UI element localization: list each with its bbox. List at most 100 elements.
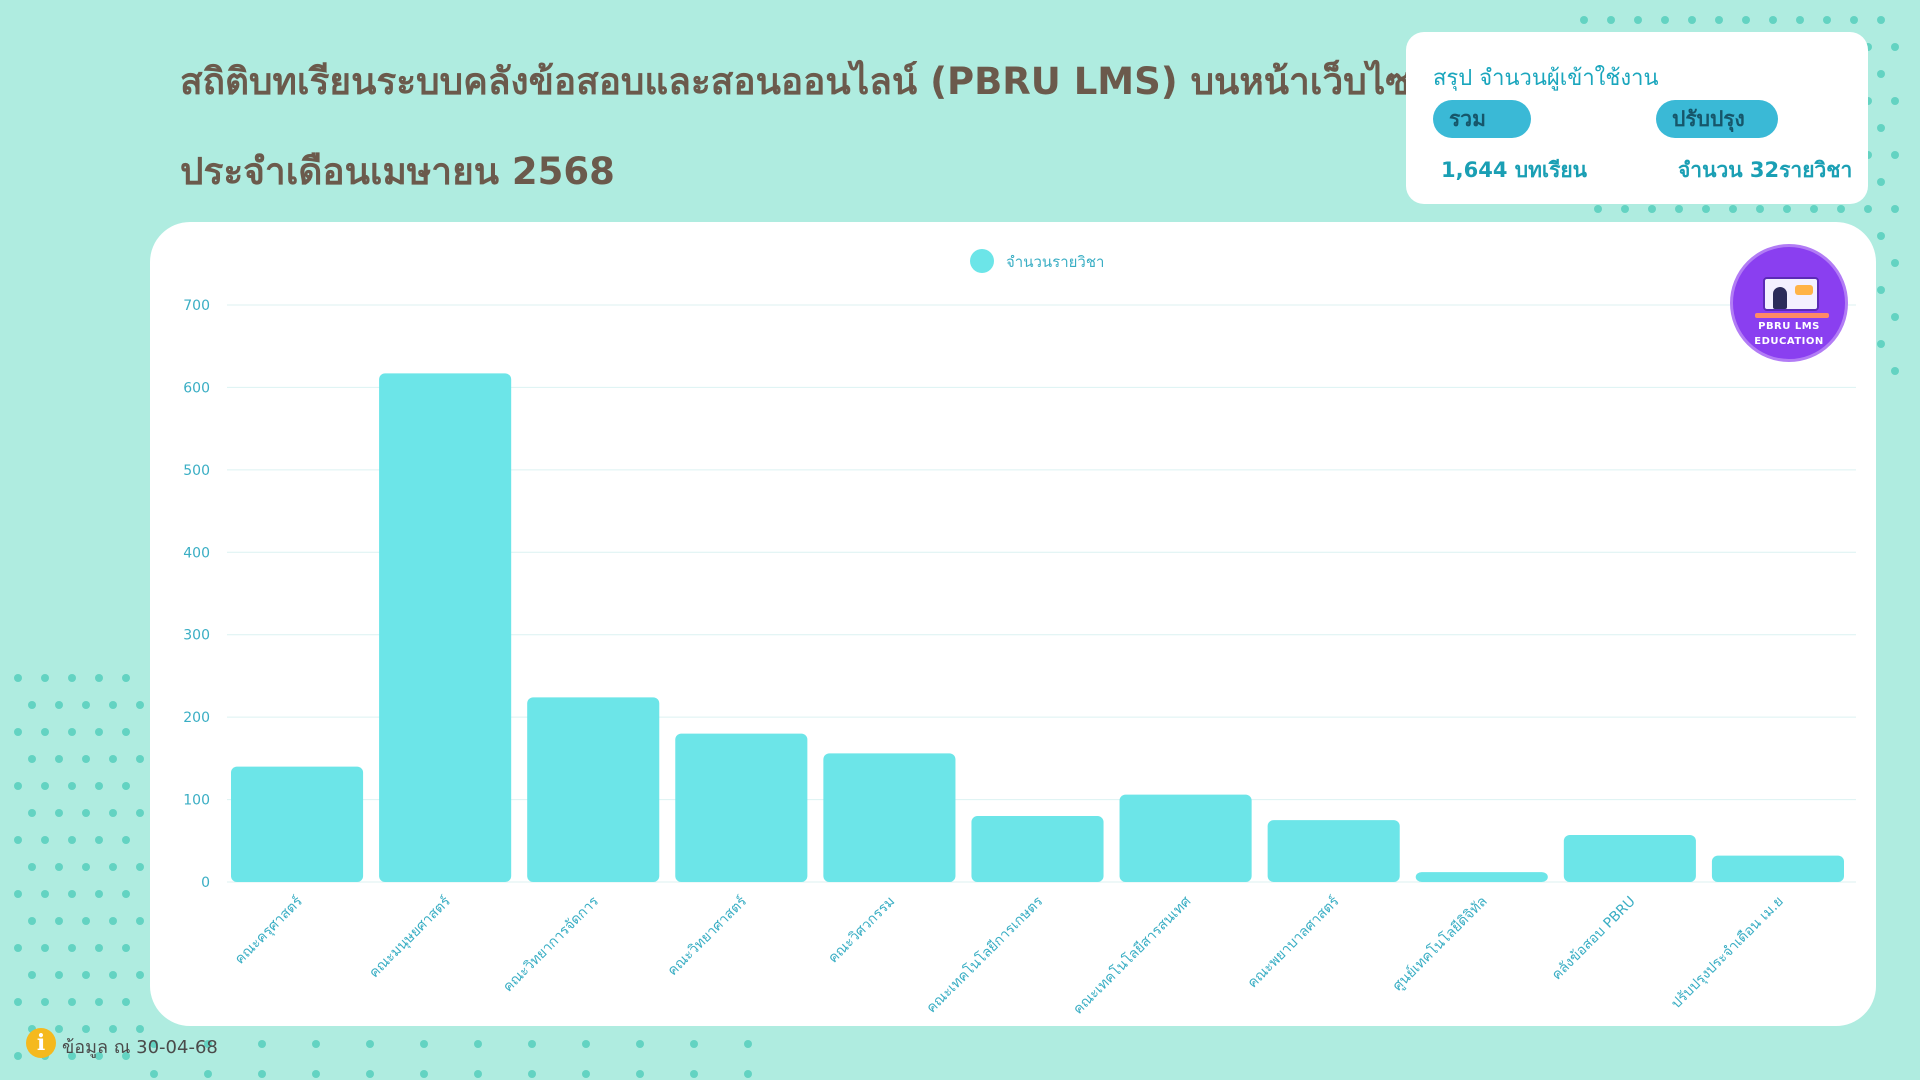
decorative-dot	[1661, 16, 1669, 24]
decorative-dot	[54, 755, 63, 763]
decorative-dot	[135, 701, 144, 709]
decorative-dot	[135, 755, 144, 763]
logo-text-line2: EDUCATION	[1754, 336, 1824, 347]
decorative-dot	[14, 836, 22, 844]
decorative-dot	[636, 1040, 644, 1048]
decorative-dot	[81, 701, 90, 709]
decorative-dot	[68, 836, 76, 844]
decorative-dot	[14, 890, 22, 898]
total-badge: รวม	[1433, 100, 1531, 138]
decorative-dot	[1890, 367, 1899, 375]
decorative-dot	[41, 782, 49, 790]
decorative-dot	[14, 728, 22, 736]
decorative-dot	[1890, 151, 1899, 159]
decorative-dot	[27, 809, 36, 817]
decorative-dot	[150, 1040, 158, 1048]
decorative-dot	[135, 917, 144, 925]
logo-bubble-shape	[1795, 285, 1813, 295]
y-tick-label: 600	[183, 380, 210, 396]
decorative-dot	[1877, 16, 1885, 24]
decorative-dot	[258, 1040, 266, 1048]
decorative-dot	[54, 701, 63, 709]
page-subtitle: ประจำเดือนเมษายน 2568	[180, 150, 615, 193]
decorative-dot	[54, 917, 63, 925]
decorative-dot	[81, 809, 90, 817]
decorative-dot	[68, 674, 76, 682]
update-badge: ปรับปรุง	[1656, 100, 1778, 138]
decorative-dot	[135, 809, 144, 817]
decorative-dot	[54, 1025, 63, 1033]
decorative-dot	[1877, 178, 1885, 186]
decorative-dot	[1809, 205, 1818, 213]
decorative-dot	[95, 1052, 103, 1060]
decorative-dot	[81, 1025, 90, 1033]
decorative-dot	[81, 917, 90, 925]
decorative-dot	[690, 1070, 698, 1078]
decorative-dot	[150, 1070, 158, 1078]
bar	[1267, 820, 1400, 882]
summary-card: สรุป จำนวนผู้เข้าใช้งาน รวม ปรับปรุง 1,6…	[1406, 32, 1868, 204]
y-tick-label: 500	[183, 463, 210, 479]
bar	[1119, 794, 1252, 882]
decorative-dot	[312, 1070, 320, 1078]
decorative-dot	[744, 1070, 752, 1078]
decorative-dot	[68, 890, 76, 898]
decorative-dot	[27, 863, 36, 871]
bar	[823, 753, 956, 882]
decorative-dot	[1674, 205, 1683, 213]
x-tick-label: ศูนย์เทคโนโลยีดิจิทัล	[1389, 893, 1491, 995]
x-tick-label: คลังข้อสอบ PBRU	[1549, 894, 1639, 984]
decorative-dot	[1580, 16, 1588, 24]
decorative-dot	[27, 701, 36, 709]
decorative-dot	[1877, 286, 1885, 294]
decorative-dot	[14, 944, 22, 952]
decorative-dot	[528, 1070, 536, 1078]
decorative-dot	[95, 674, 103, 682]
decorative-dot	[1863, 205, 1872, 213]
decorative-dot	[108, 1025, 117, 1033]
y-tick-label: 700	[183, 298, 210, 314]
decorative-dot	[1890, 259, 1899, 267]
page-title: สถิติบทเรียนระบบคลังข้อสอบและสอนออนไลน์ …	[180, 60, 1435, 103]
legend-swatch	[970, 249, 994, 273]
decorative-dot	[27, 755, 36, 763]
decorative-dot	[41, 836, 49, 844]
decorative-dot	[122, 944, 130, 952]
decorative-dot	[1701, 205, 1710, 213]
decorative-dot	[14, 998, 22, 1006]
decorative-dot	[122, 782, 130, 790]
legend-label: จำนวนรายวิชา	[1006, 253, 1104, 271]
decorative-dot	[1796, 16, 1804, 24]
decorative-dot	[1634, 16, 1642, 24]
decorative-dot	[54, 809, 63, 817]
decorative-dot	[68, 1052, 76, 1060]
decorative-dot	[108, 755, 117, 763]
decorative-dot	[1890, 313, 1899, 321]
y-tick-label: 200	[183, 710, 210, 726]
decorative-dot	[1728, 205, 1737, 213]
decorative-dot	[95, 728, 103, 736]
y-tick-label: 300	[183, 628, 210, 644]
decorative-dot	[27, 917, 36, 925]
decorative-dot	[41, 890, 49, 898]
pbru-lms-logo: PBRU LMS EDUCATION	[1730, 244, 1848, 362]
decorative-dot	[135, 971, 144, 979]
x-tick-label: คณะพยาบาลศาสตร์	[1244, 892, 1343, 991]
decorative-dot	[81, 971, 90, 979]
decorative-dot	[14, 674, 22, 682]
decorative-dot	[1877, 70, 1885, 78]
decorative-dot	[81, 863, 90, 871]
logo-person-shape	[1773, 287, 1787, 309]
decorative-dot	[1769, 16, 1777, 24]
decorative-dot	[744, 1040, 752, 1048]
decorative-dot	[636, 1070, 644, 1078]
decorative-dot	[68, 998, 76, 1006]
decorative-dot	[54, 863, 63, 871]
x-tick-label: คณะครุศาสตร์	[231, 892, 306, 967]
teacher-computer-icon	[1763, 277, 1819, 311]
bar	[231, 766, 364, 882]
info-icon: i	[26, 1028, 56, 1058]
decorative-dot	[1850, 16, 1858, 24]
decorative-dot	[1877, 340, 1885, 348]
logo-text-line1: PBRU LMS	[1758, 321, 1820, 332]
